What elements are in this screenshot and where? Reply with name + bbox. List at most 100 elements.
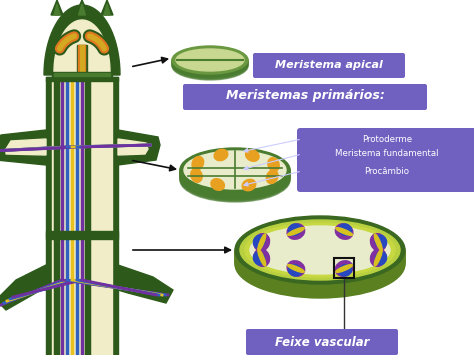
Polygon shape: [118, 139, 148, 155]
Ellipse shape: [335, 224, 353, 239]
Ellipse shape: [375, 252, 387, 265]
Bar: [112, 235, 118, 355]
Polygon shape: [75, 0, 89, 15]
FancyBboxPatch shape: [183, 84, 427, 110]
Ellipse shape: [180, 152, 290, 196]
Polygon shape: [118, 265, 173, 303]
Ellipse shape: [371, 249, 386, 267]
Ellipse shape: [191, 169, 202, 182]
FancyBboxPatch shape: [246, 329, 398, 355]
Ellipse shape: [339, 265, 352, 276]
Ellipse shape: [235, 224, 405, 292]
Bar: [52, 235, 112, 355]
Ellipse shape: [172, 48, 248, 76]
Ellipse shape: [254, 234, 270, 251]
Bar: [54, 73, 110, 76]
Ellipse shape: [288, 265, 301, 276]
Ellipse shape: [268, 158, 279, 171]
Ellipse shape: [235, 218, 405, 286]
Ellipse shape: [172, 51, 248, 79]
Bar: [334, 258, 354, 278]
Bar: [46, 77, 118, 81]
Ellipse shape: [176, 49, 244, 71]
Ellipse shape: [254, 235, 264, 248]
Ellipse shape: [242, 179, 256, 191]
Ellipse shape: [235, 228, 405, 296]
Bar: [52, 72, 112, 77]
Polygon shape: [101, 0, 113, 15]
Polygon shape: [79, 4, 85, 15]
Text: Meristema apical: Meristema apical: [275, 60, 383, 70]
Ellipse shape: [180, 150, 290, 194]
Ellipse shape: [180, 148, 290, 192]
Ellipse shape: [180, 155, 290, 199]
Text: Feixe vascular: Feixe vascular: [275, 335, 369, 349]
Ellipse shape: [336, 228, 353, 235]
Ellipse shape: [172, 49, 248, 77]
Ellipse shape: [172, 47, 248, 75]
Polygon shape: [118, 130, 160, 165]
Ellipse shape: [172, 52, 248, 80]
Polygon shape: [44, 5, 120, 75]
Bar: [112, 77, 118, 235]
Ellipse shape: [235, 220, 405, 288]
Ellipse shape: [258, 234, 266, 251]
Polygon shape: [54, 4, 60, 15]
Ellipse shape: [180, 154, 290, 198]
Bar: [46, 231, 118, 235]
Ellipse shape: [172, 46, 248, 74]
Ellipse shape: [371, 234, 386, 251]
Polygon shape: [104, 4, 110, 15]
Bar: [46, 77, 52, 235]
Ellipse shape: [374, 234, 382, 251]
FancyBboxPatch shape: [297, 128, 474, 192]
Ellipse shape: [180, 151, 290, 195]
Ellipse shape: [287, 261, 305, 276]
Ellipse shape: [211, 179, 224, 190]
Bar: [52, 77, 112, 235]
Ellipse shape: [287, 224, 305, 239]
Text: Procâmbio: Procâmbio: [365, 166, 410, 175]
Bar: [77, 45, 87, 75]
Ellipse shape: [180, 149, 290, 193]
FancyBboxPatch shape: [253, 53, 405, 78]
Ellipse shape: [375, 235, 387, 248]
Ellipse shape: [250, 226, 390, 274]
Polygon shape: [0, 130, 46, 165]
Ellipse shape: [246, 150, 259, 161]
Text: Meristemas primários:: Meristemas primários:: [226, 89, 384, 103]
Ellipse shape: [336, 264, 353, 272]
Polygon shape: [54, 20, 110, 72]
Ellipse shape: [240, 220, 400, 280]
Ellipse shape: [288, 264, 304, 272]
Ellipse shape: [235, 222, 405, 290]
Ellipse shape: [245, 223, 395, 277]
Polygon shape: [51, 0, 63, 15]
Ellipse shape: [180, 156, 290, 200]
Ellipse shape: [266, 170, 278, 184]
Ellipse shape: [254, 252, 264, 265]
Ellipse shape: [258, 249, 266, 266]
Bar: [46, 235, 52, 355]
Ellipse shape: [172, 50, 248, 78]
Bar: [80, 45, 84, 75]
Ellipse shape: [180, 153, 290, 197]
Ellipse shape: [214, 149, 228, 161]
Ellipse shape: [180, 157, 290, 201]
Bar: [79, 45, 85, 75]
Ellipse shape: [339, 224, 352, 235]
Text: Meristema fundamental: Meristema fundamental: [335, 149, 439, 158]
Ellipse shape: [288, 224, 301, 235]
Polygon shape: [6, 139, 46, 155]
Ellipse shape: [335, 261, 353, 276]
Text: Protoderme: Protoderme: [362, 135, 412, 143]
Ellipse shape: [288, 228, 304, 235]
Bar: [46, 235, 118, 239]
Ellipse shape: [235, 216, 405, 284]
Ellipse shape: [192, 157, 204, 170]
Polygon shape: [0, 265, 46, 310]
Ellipse shape: [254, 249, 270, 267]
Ellipse shape: [235, 230, 405, 298]
Ellipse shape: [180, 158, 290, 202]
Ellipse shape: [235, 226, 405, 294]
